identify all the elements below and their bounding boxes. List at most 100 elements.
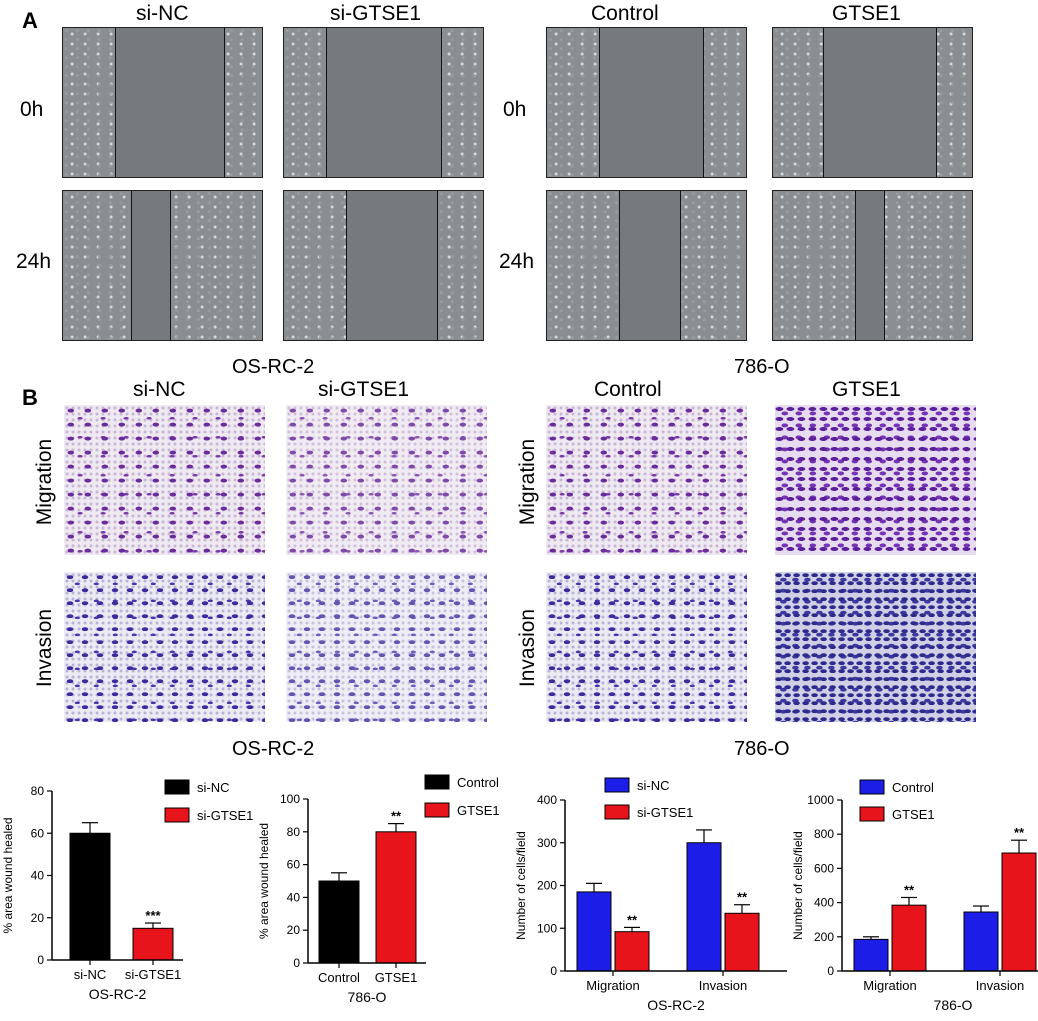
col-label-control: Control	[591, 2, 659, 25]
significance-label: **	[391, 809, 402, 824]
legend-label: Control	[892, 780, 934, 795]
y-tick-label: 200	[814, 930, 834, 944]
row-label-migration-left: Migration	[33, 438, 56, 526]
scratch-image-si-nc-24h	[62, 190, 263, 341]
row-label-invasion-left: Invasion	[33, 608, 56, 688]
panel-a-caption-os-rc-2: OS-RC-2	[232, 356, 315, 378]
bar	[69, 832, 111, 961]
scratch-image-si-gtse1-0h	[283, 27, 484, 178]
bar	[375, 831, 417, 964]
x-axis-label: 786-O	[348, 989, 387, 1005]
legend-label: si-GTSE1	[637, 805, 693, 820]
transwell-image-gtse1-migration	[775, 405, 976, 555]
panel-b-caption-786-o: 786-O	[734, 738, 790, 760]
col-label-si-gtse1: si-GTSE1	[330, 2, 422, 25]
y-tick-label: 20	[31, 911, 45, 925]
significance-label: ***	[145, 908, 161, 923]
y-axis-label: Number of cells/field	[514, 831, 528, 940]
chart-cells-os-rc-2: 0 100 200 300 400 Number of cells/field ** Migr…	[514, 777, 787, 1013]
col-label-si-gtse1-b: si-GTSE1	[318, 378, 410, 401]
y-tick-label: 200	[537, 879, 557, 893]
row-label-24h-right: 24h	[499, 250, 535, 273]
legend-swatch	[859, 806, 885, 822]
significance-label: **	[737, 890, 748, 905]
legend-label: GTSE1	[457, 803, 500, 818]
x-tick-label: Migration	[863, 978, 916, 993]
transwell-image-gtse1-invasion	[775, 572, 976, 722]
scratch-image-si-nc-0h	[62, 27, 263, 178]
x-tick-label: Control	[318, 970, 360, 985]
col-label-control-b: Control	[594, 378, 662, 401]
legend-label: si-GTSE1	[197, 808, 253, 823]
charts-area: 0 20 40 60 80 % area wound healed si-NC *** si-G…	[1, 774, 1038, 1013]
legend-label: Control	[457, 775, 499, 790]
bar	[576, 891, 612, 972]
y-tick-label: 0	[550, 964, 557, 978]
scratch-image-gtse1-24h	[772, 190, 973, 341]
y-axis-label: % area wound healed	[257, 823, 271, 939]
legend-swatch	[604, 777, 630, 793]
col-label-gtse1: GTSE1	[832, 2, 901, 25]
row-label-0h-right: 0h	[503, 98, 527, 121]
y-tick-label: 300	[537, 836, 557, 850]
transwell-image-control-migration	[546, 405, 747, 555]
transwell-image-si-gtse1-migration	[286, 405, 487, 555]
x-tick-label: si-GTSE1	[125, 967, 181, 982]
y-tick-label: 400	[814, 896, 834, 910]
bar	[614, 931, 650, 972]
chart-wound-786-o: 0 20 40 60 80 100 % area wound healed Control **…	[257, 774, 500, 1005]
legend-swatch	[164, 807, 190, 823]
legend-swatch	[424, 774, 450, 790]
legend-swatch	[164, 779, 190, 795]
significance-label: **	[1014, 825, 1025, 840]
col-label-gtse1-b: GTSE1	[832, 378, 901, 401]
y-tick-label: 60	[287, 858, 301, 872]
row-label-24h-left: 24h	[16, 250, 52, 273]
panel-b-letter: B	[22, 385, 38, 410]
y-axis-label: % area wound healed	[1, 817, 15, 933]
x-tick-label: GTSE1	[375, 970, 418, 985]
row-label-migration-right: Migration	[516, 438, 539, 526]
y-tick-label: 80	[31, 784, 45, 798]
legend-swatch	[604, 804, 630, 820]
chart-cells-786-o: 0 200 400 600 800 1000 Number of cells/field **…	[791, 779, 1038, 1013]
legend-label: GTSE1	[892, 807, 935, 822]
y-tick-label: 100	[280, 792, 300, 806]
significance-label: **	[904, 882, 915, 897]
panel-a-letter: A	[22, 8, 38, 33]
scratch-image-si-gtse1-24h	[283, 190, 484, 341]
scratch-image-control-0h	[546, 27, 747, 178]
x-axis-label: OS-RC-2	[89, 986, 147, 1002]
transwell-image-control-invasion	[546, 572, 747, 722]
row-label-invasion-right: Invasion	[516, 608, 539, 688]
scratch-image-gtse1-0h	[772, 27, 973, 178]
col-label-si-nc: si-NC	[136, 2, 189, 25]
y-tick-label: 80	[287, 825, 301, 839]
chart-wound-os-rc-2: 0 20 40 60 80 % area wound healed si-NC *** si-G…	[1, 779, 253, 1002]
x-tick-label: Invasion	[699, 978, 747, 993]
y-tick-label: 800	[814, 827, 834, 841]
legend-label: si-NC	[197, 780, 230, 795]
y-tick-label: 100	[537, 921, 557, 935]
x-axis-label: OS-RC-2	[647, 997, 705, 1013]
y-tick-label: 0	[293, 956, 300, 970]
legend-swatch	[859, 779, 885, 795]
transwell-image-si-nc-invasion	[64, 572, 265, 722]
transwell-image-si-nc-migration	[64, 405, 265, 555]
y-tick-label: 600	[814, 861, 834, 875]
x-tick-label: si-NC	[74, 967, 107, 982]
x-tick-label: Migration	[586, 978, 639, 993]
y-tick-label: 20	[287, 923, 301, 937]
y-tick-label: 0	[827, 964, 834, 978]
bar	[724, 912, 760, 972]
y-tick-label: 1000	[807, 793, 834, 807]
y-tick-label: 60	[31, 826, 45, 840]
bar	[686, 842, 722, 972]
bar	[963, 911, 999, 972]
legend-swatch	[424, 802, 450, 818]
legend-label: si-NC	[637, 778, 670, 793]
bar	[891, 904, 927, 972]
y-tick-label: 40	[31, 869, 45, 883]
x-axis-label: 786-O	[934, 997, 973, 1013]
bar	[853, 938, 889, 972]
